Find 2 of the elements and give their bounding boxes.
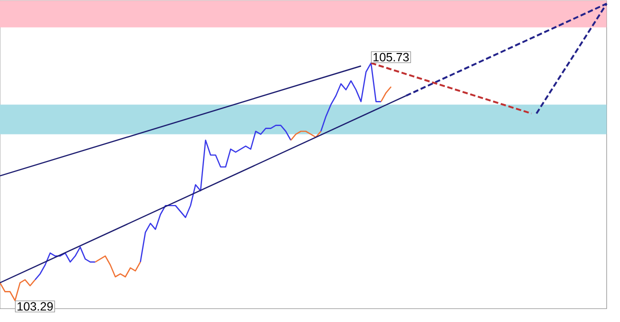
annotation: 105.73 — [374, 52, 409, 62]
text: 103.29 — [18, 302, 53, 311]
